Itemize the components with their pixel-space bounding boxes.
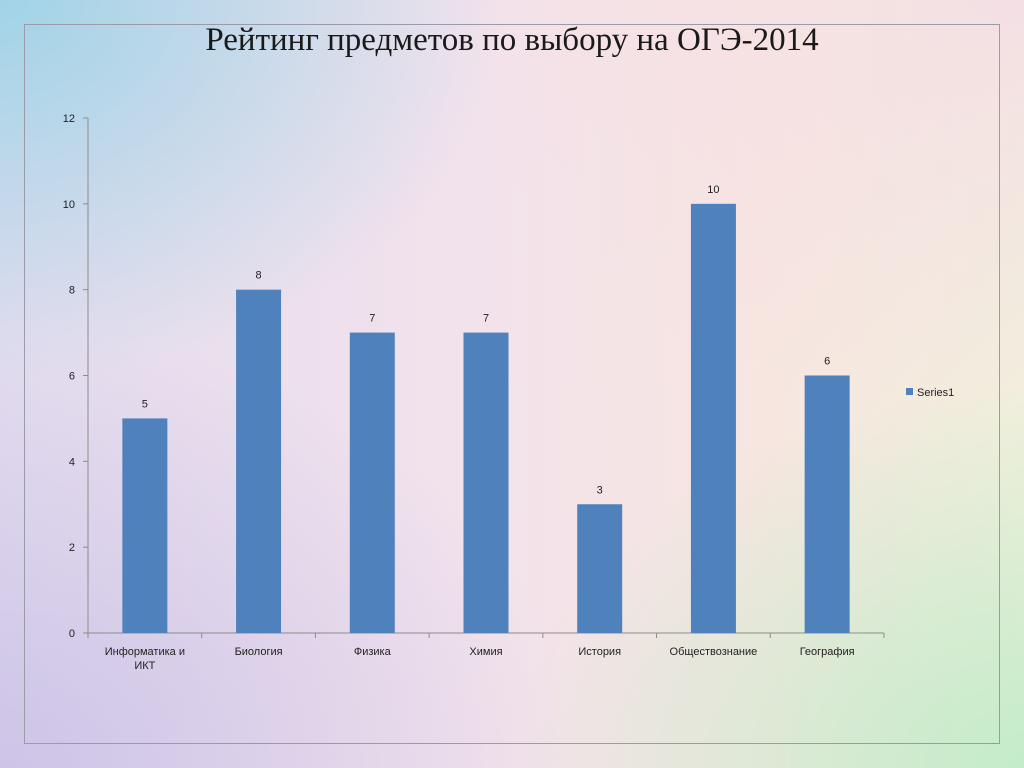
x-category-label: Обществознание — [670, 646, 758, 658]
bar — [122, 418, 168, 633]
y-tick-label: 2 — [69, 542, 75, 554]
bar — [804, 375, 850, 633]
bar — [236, 289, 282, 633]
x-category-label: ИКТ — [134, 660, 155, 672]
bar-value-label: 7 — [369, 313, 375, 325]
x-category-label: География — [800, 646, 855, 658]
y-tick-label: 8 — [69, 285, 75, 297]
data-labels: 5 8 7 7 3 10 6 — [142, 184, 830, 496]
bar-value-label: 5 — [142, 398, 148, 410]
slide-title: Рейтинг предметов по выбору на ОГЭ-2014 — [205, 22, 819, 58]
legend-label: Series1 — [917, 387, 954, 399]
x-category-label: Химия — [469, 646, 502, 658]
bars — [122, 203, 850, 634]
bar-value-label: 6 — [824, 356, 830, 368]
x-category-label: История — [578, 646, 621, 658]
y-tick-label: 0 — [69, 628, 75, 640]
bar-value-label: 8 — [256, 270, 262, 282]
bar-value-label: 3 — [597, 484, 603, 496]
bar — [463, 332, 509, 633]
legend-swatch — [906, 388, 913, 395]
x-axis: Информатика и ИКТ Биология Физика Химия Истор… — [87, 632, 885, 672]
y-tick-label: 4 — [69, 456, 75, 468]
bar-value-label: 7 — [483, 313, 489, 325]
y-tick-label: 10 — [63, 199, 75, 211]
bar — [577, 504, 623, 633]
bar — [690, 203, 736, 634]
slide-frame — [24, 24, 1000, 744]
y-tick-label: 12 — [63, 113, 75, 125]
y-axis: 0 2 4 6 8 10 12 — [63, 113, 89, 640]
x-category-label: Информатика и — [105, 646, 185, 658]
x-category-label: Биология — [235, 646, 283, 658]
bar-value-label: 10 — [707, 184, 719, 196]
bar — [349, 332, 395, 633]
y-tick-label: 6 — [69, 371, 75, 383]
legend: Series1 — [906, 387, 954, 399]
x-category-label: Физика — [354, 646, 392, 658]
